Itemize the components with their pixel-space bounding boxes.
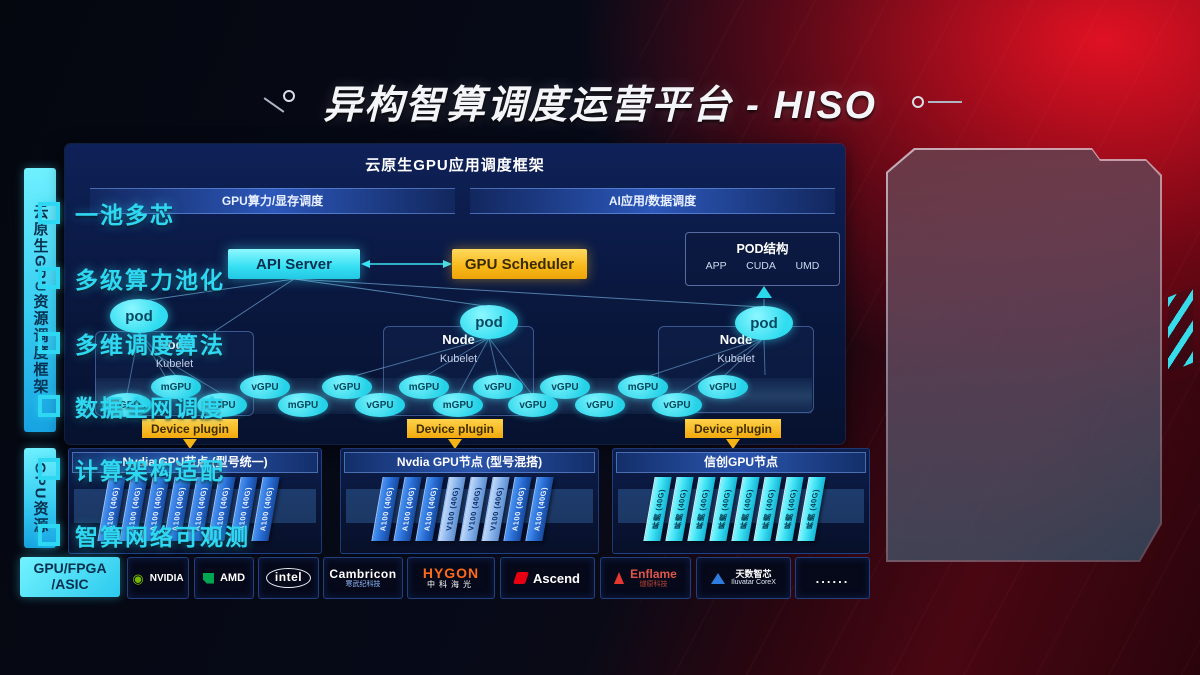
vendor-ascend-label: Ascend (533, 570, 580, 586)
gpu-oval: mGPU (278, 393, 328, 417)
gpu-oval: mGPU (433, 393, 483, 417)
vendor-header-box: GPU/FPGA /ASIC (20, 557, 120, 597)
vendor-hygon: HYGON 中科海光 (407, 557, 495, 599)
vendor-header-line1: GPU/FPGA (33, 560, 107, 577)
vendor-amd-label: AMD (219, 572, 246, 584)
square-bullet-icon (38, 332, 60, 354)
feature-item: 计算架构适配 (38, 452, 225, 486)
device-plugin-box-1: Device plugin (142, 419, 238, 438)
feature-item: 多维调度算法 (38, 326, 225, 360)
vendor-intel: intel (258, 557, 319, 599)
vendor-enflame-sub: 燧原科技 (639, 580, 668, 588)
gpu-oval: vGPU (575, 393, 625, 417)
node-3-kubelet-label: Kubelet (717, 353, 755, 365)
feature-item: 一池多芯 (38, 196, 175, 230)
gpu-node-panel-uniform: Nvdia GPU节点 (型号统一) A100 (40G) A100 (40G)… (68, 448, 322, 554)
pod-oval-2: pod (460, 305, 518, 339)
vendor-nvidia: ◉ NVIDIA (127, 557, 189, 599)
gpu-node-panel-uniform-title: Nvdia GPU节点 (型号统一) (72, 452, 318, 473)
vendor-enflame-label: Enflame (630, 567, 677, 582)
device-plugin-arrow-icon (726, 439, 740, 449)
pod-structure-item-app: APP (705, 260, 727, 272)
title-deco-line-right (928, 101, 962, 103)
pod-structure-item-umd: UMD (795, 260, 820, 272)
gpu-oval: vGPU (508, 393, 558, 417)
vendor-ascend: Ascend (500, 557, 595, 599)
device-plugin-arrow-icon (183, 439, 197, 449)
feature-item: 数据全网调度 (38, 389, 225, 423)
gpu-node-panel-xinchuang: 信创GPU节点 昇腾 (40G) 昇腾 (40G) 昇腾 (40G) 昇腾 (4… (612, 448, 870, 554)
page-title: 异构智算调度运营平台 - HISO (322, 84, 877, 127)
vendor-iluvatar-label: 天数智芯 (735, 568, 772, 579)
square-bullet-icon (38, 458, 60, 480)
gpu-oval: vGPU (473, 375, 523, 399)
feature-panel-frame (886, 148, 1162, 562)
gpu-oval: vGPU (240, 375, 290, 399)
gpu-oval: vGPU (197, 393, 247, 417)
pod-structure-title: POD结构 (736, 242, 789, 256)
bar-gpu-compute-scheduling: GPU算力/显存调度 (90, 188, 455, 214)
vendor-cambricon-sub: 寒武纪科技 (345, 580, 381, 588)
hazard-stripes-decoration (1168, 287, 1193, 373)
intel-logo-icon: intel (265, 568, 312, 588)
pod-structure-box: POD结构 APP CUDA UMD (685, 232, 840, 286)
iluvatar-logo-icon (711, 572, 726, 584)
gpu-oval: vGPU (652, 393, 702, 417)
node-2-label: Node (442, 332, 475, 347)
square-bullet-icon (38, 524, 60, 546)
title-deco-dot-left (283, 90, 295, 102)
gpu-oval: vGPU (540, 375, 590, 399)
framework-header: 云原生GPU应用调度框架 (365, 157, 545, 174)
square-bullet-icon (38, 202, 60, 224)
feature-item: 智算网络可观测 (38, 518, 250, 552)
node-1-label: Node (158, 337, 191, 352)
feature-item: 多级算力池化 (38, 261, 225, 295)
vendor-iluvatar: 天数智芯 Iluvatar CoreX (696, 557, 791, 599)
pod-oval-3: pod (735, 306, 793, 340)
device-plugin-arrow-icon (448, 439, 462, 449)
amd-logo-icon (202, 572, 214, 584)
node-2-kubelet-label: Kubelet (439, 353, 478, 365)
node-1-kubelet-label: Kubelet (155, 358, 194, 370)
gpu-node-panel-mixed: Nvdia GPU节点 (型号混搭) A100 (40G) A100 (40G)… (340, 448, 599, 554)
framework-panel: 云原生GPU应用调度框架 GPU算力/显存调度 AI应用/数据调度 (65, 144, 845, 449)
title-deco-dot-right (912, 96, 924, 108)
bar-ai-data-scheduling: AI应用/数据调度 (470, 188, 835, 214)
gpu-oval: mGPU (151, 375, 201, 399)
enflame-logo-icon (614, 572, 625, 584)
pod-structure-item-cuda: CUDA (746, 260, 776, 272)
gpu-oval: vGPU (355, 393, 405, 417)
vendor-cambricon-label: Cambricon (329, 567, 397, 582)
vendor-enflame: Enflame 燧原科技 (600, 557, 691, 599)
vendor-iluvatar-sub: Iluvatar CoreX (731, 579, 776, 587)
square-bullet-icon (38, 267, 60, 289)
gpu-node-panel-xinchuang-title: 信创GPU节点 (616, 452, 866, 473)
vendor-amd: AMD (194, 557, 254, 599)
gpu-node-panel-mixed-title: Nvdia GPU节点 (型号混搭) (344, 452, 595, 473)
vendor-cambricon: Cambricon 寒武纪科技 (323, 557, 403, 599)
vendor-header-line2: /ASIC (51, 576, 89, 592)
vendor-hygon-label: HYGON (422, 565, 480, 582)
vendor-more-label: ...... (815, 570, 850, 586)
nvidia-logo-icon: ◉ (132, 570, 144, 586)
ascend-logo-icon (513, 572, 529, 584)
vendor-more: ...... (795, 557, 870, 599)
vendor-nvidia-label: NVIDIA (149, 572, 184, 584)
gpu-scheduler-box: GPU Scheduler (452, 249, 587, 279)
api-server-box: API Server (228, 249, 360, 279)
pod-oval-1: pod (110, 299, 168, 333)
gpu-oval: vGPU (698, 375, 748, 399)
node-3-label: Node (719, 332, 753, 347)
device-plugin-box-3: Device plugin (685, 419, 781, 438)
gpu-oval: vGPU (102, 393, 152, 417)
feature-panel (888, 150, 1160, 560)
square-bullet-icon (38, 395, 60, 417)
device-plugin-box-2: Device plugin (407, 419, 503, 438)
vendor-hygon-sub: 中科海光 (427, 580, 475, 590)
